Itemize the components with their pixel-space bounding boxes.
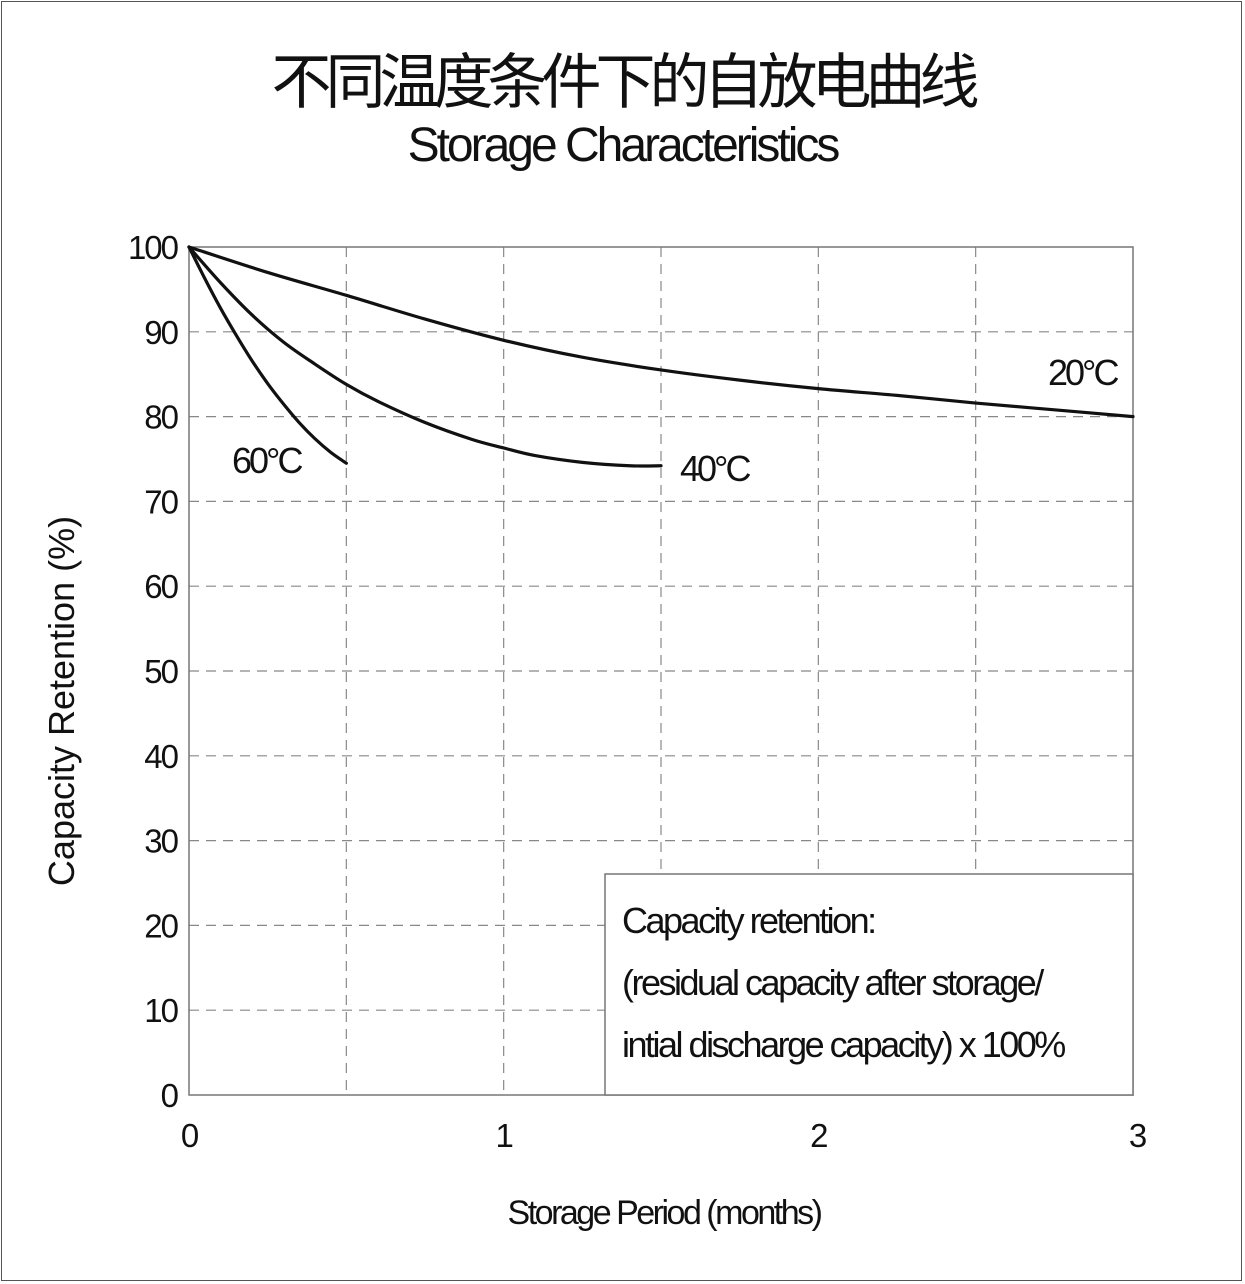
y-tick-label: 10 — [144, 992, 178, 1029]
series-label: 60°C — [232, 440, 302, 481]
series-line-2 — [187, 245, 348, 465]
annotation-box-border — [604, 873, 1134, 1096]
x-tick-label: 2 — [810, 1117, 827, 1154]
y-tick-label: 100 — [128, 229, 179, 266]
annotation-line: Capacity retention: — [622, 900, 875, 941]
annotation-box: Capacity retention: (residual capacity af… — [604, 873, 1134, 1096]
y-tick-label: 90 — [144, 314, 178, 351]
chart-title-chinese: 不同温度条件下的自放电曲线 — [271, 48, 980, 118]
y-tick-label: 60 — [144, 568, 178, 605]
chart-title-english: Storage Characteristics — [407, 119, 841, 172]
x-tick-label: 1 — [495, 1117, 512, 1154]
series-line-0 — [187, 245, 1135, 419]
y-tick-label: 80 — [144, 399, 178, 436]
tick-labels: 0 10 20 30 40 50 60 70 80 90 100 0 1 2 3 — [128, 229, 1148, 1154]
y-axis-label: Capacity Retention (%) — [41, 516, 82, 886]
y-tick-label: 20 — [144, 907, 178, 944]
y-tick-label: 0 — [161, 1077, 179, 1114]
annotation-line: intial discharge capacity) x 100% — [622, 1024, 1065, 1065]
y-tick-label: 40 — [144, 738, 178, 775]
series-line-1 — [187, 245, 663, 468]
annotation-line: (residual capacity after storage/ — [622, 962, 1044, 1003]
x-tick-label: 3 — [1129, 1117, 1146, 1154]
series-lines — [187, 245, 1135, 468]
x-axis-label: Storage Period (months) — [508, 1194, 822, 1232]
y-tick-label: 70 — [144, 483, 178, 520]
series-label: 20°C — [1048, 352, 1118, 393]
y-tick-label: 50 — [144, 653, 178, 690]
y-tick-label: 30 — [144, 823, 178, 860]
series-label: 40°C — [680, 448, 750, 489]
x-tick-label: 0 — [181, 1117, 199, 1154]
series-labels: 20°C 40°C 60°C — [232, 352, 1121, 489]
